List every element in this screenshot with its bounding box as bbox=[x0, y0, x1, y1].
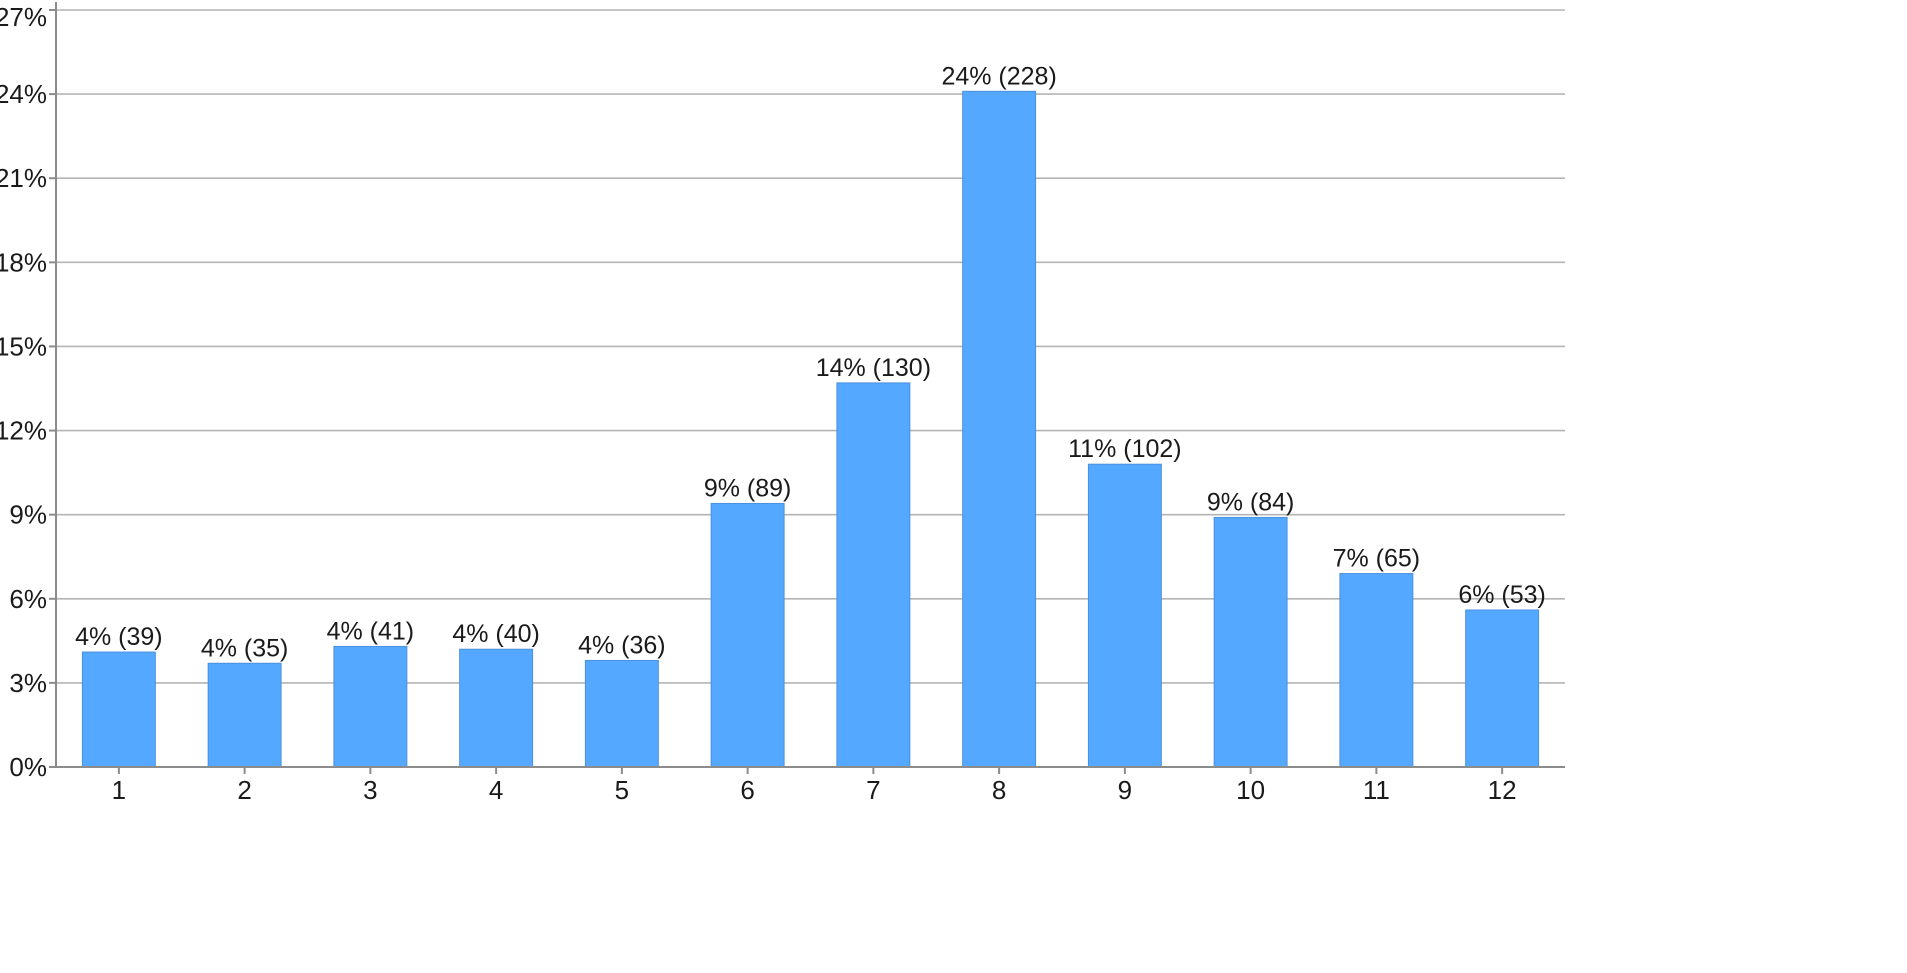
data-label-9: 11% (102) bbox=[1068, 435, 1182, 463]
bar-2 bbox=[207, 662, 282, 768]
y-tick-label: 24% bbox=[0, 79, 47, 109]
x-tick-label: 11 bbox=[1363, 775, 1390, 805]
y-tick-label: 12% bbox=[0, 416, 47, 446]
bar-6 bbox=[710, 502, 785, 768]
y-tick-label: 0% bbox=[9, 752, 47, 782]
bar-11 bbox=[1339, 573, 1414, 768]
gridlines bbox=[56, 9, 1565, 684]
data-label-2: 4% (35) bbox=[201, 634, 289, 662]
x-tick-label: 10 bbox=[1236, 775, 1265, 805]
data-label-5: 4% (36) bbox=[578, 631, 666, 659]
x-tick-label: 12 bbox=[1488, 775, 1517, 805]
data-label-12: 6% (53) bbox=[1458, 581, 1546, 609]
y-tick-label: 18% bbox=[0, 247, 47, 277]
bar-5 bbox=[584, 659, 659, 768]
bar-12 bbox=[1465, 609, 1540, 768]
y-tick-label: 6% bbox=[9, 584, 47, 614]
y-tick-label: 9% bbox=[9, 500, 47, 530]
data-label-8: 24% (228) bbox=[941, 62, 1056, 90]
tick-labels: 0%3%6%9%12%15%18%21%24%27%1 2 3 4 5 6 7 8 9 10 11 1… bbox=[0, 2, 1517, 805]
y-tick-label: 15% bbox=[0, 331, 47, 361]
data-label-10: 9% (84) bbox=[1207, 488, 1295, 516]
y-tick-label: 27% bbox=[0, 2, 47, 32]
x-tick-label: 1 bbox=[112, 775, 126, 805]
bar-4 bbox=[459, 648, 534, 768]
data-labels: 4% (39) 4% (35) 4% (41) 4% (40) 4% (36) 9% (8… bbox=[75, 62, 1546, 662]
data-label-11: 7% (65) bbox=[1333, 545, 1421, 573]
x-tick-label: 9 bbox=[1118, 775, 1132, 805]
data-label-6: 9% (89) bbox=[704, 474, 792, 502]
x-tick-label: 8 bbox=[992, 775, 1006, 805]
data-label-7: 14% (130) bbox=[816, 354, 931, 382]
bar-1 bbox=[81, 651, 156, 768]
y-tick-label: 3% bbox=[9, 668, 47, 698]
axes bbox=[49, 2, 1565, 774]
x-tick-label: 7 bbox=[866, 775, 880, 805]
x-tick-label: 6 bbox=[740, 775, 754, 805]
bar-3 bbox=[333, 645, 408, 768]
x-tick-label: 4 bbox=[489, 775, 503, 805]
bar-7 bbox=[836, 382, 911, 768]
x-tick-label: 2 bbox=[237, 775, 251, 805]
x-tick-label: 5 bbox=[615, 775, 629, 805]
bars bbox=[81, 90, 1540, 768]
data-label-4: 4% (40) bbox=[452, 620, 540, 648]
data-label-3: 4% (41) bbox=[327, 617, 415, 645]
data-label-1: 4% (39) bbox=[75, 623, 163, 651]
y-tick-label: 21% bbox=[0, 163, 47, 193]
bar-10 bbox=[1213, 516, 1288, 768]
x-tick-label: 3 bbox=[363, 775, 377, 805]
bar-9 bbox=[1087, 463, 1162, 768]
bar-8 bbox=[962, 90, 1037, 768]
